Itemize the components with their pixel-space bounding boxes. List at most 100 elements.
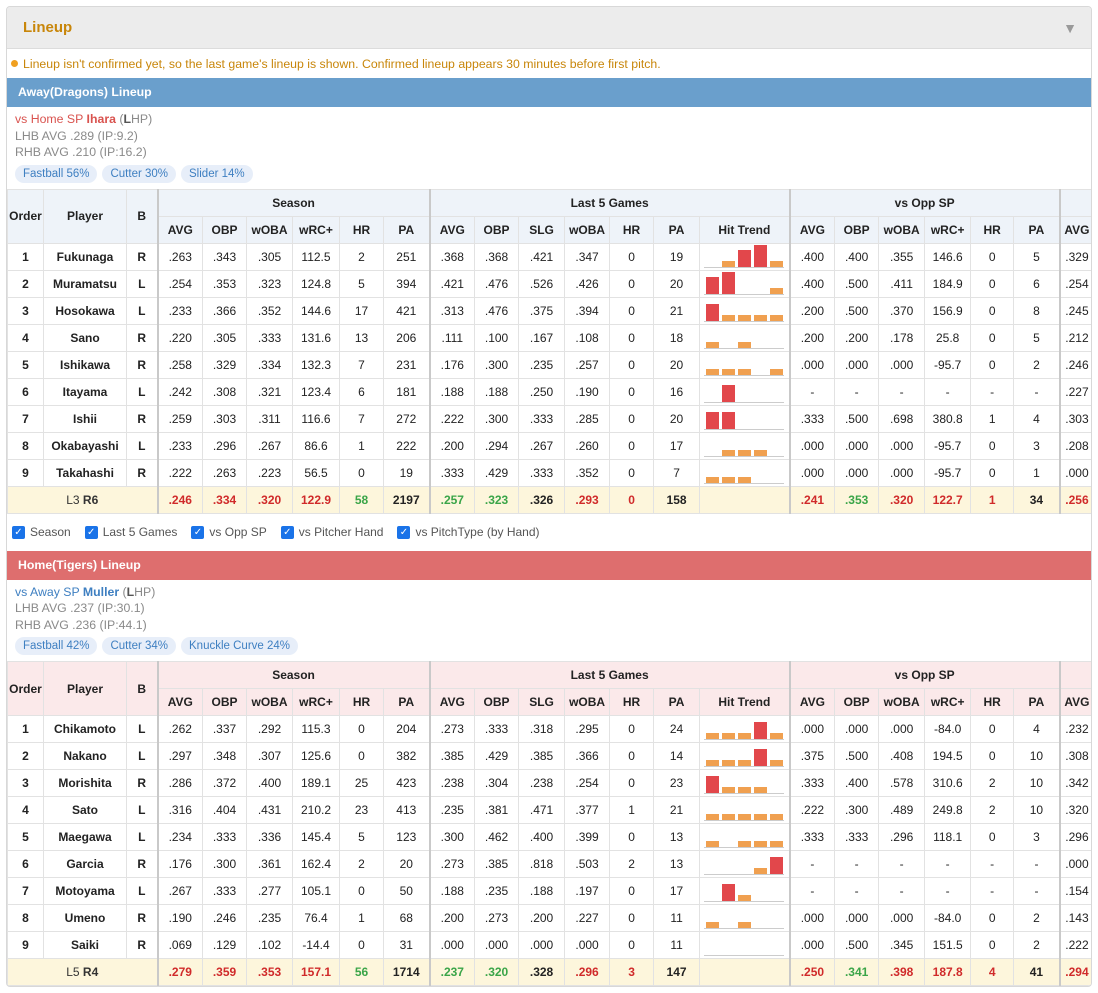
player-row[interactable]: 9 Takahashi R .222.263.223 56.5 0 19.333.429.3… xyxy=(7,458,1091,487)
col-header[interactable]: OBP xyxy=(474,215,520,244)
col-header[interactable]: Hit Trend xyxy=(699,215,791,244)
player-row[interactable]: 6 Garcia R .176.300.361 162.4 2 20.273.385.818… xyxy=(7,850,1091,878)
col-header[interactable]: wRC+ xyxy=(924,688,972,716)
player-name[interactable]: Motoyama xyxy=(43,877,127,905)
vs-opp-stat: 184.9 xyxy=(924,269,972,298)
collapse-chevron-icon[interactable]: ▼ xyxy=(1063,19,1077,36)
col-header[interactable]: wOBA xyxy=(564,215,611,244)
col-header[interactable]: AVG xyxy=(788,688,836,716)
col-header[interactable]: AVG xyxy=(428,215,476,244)
col-header[interactable]: PA xyxy=(382,215,431,244)
player-row[interactable]: 1 Fukunaga R .263.343.305 112.5 2 251.368.368.… xyxy=(7,242,1091,271)
player-row[interactable]: 4 Sato L .316.404.431 210.2 23 413.235.381.471… xyxy=(7,796,1091,824)
col-header[interactable]: HR xyxy=(970,215,1015,244)
player-name[interactable]: Sano xyxy=(43,323,127,352)
sum-season: 56 xyxy=(339,958,384,986)
col-header[interactable]: OBP xyxy=(474,688,520,716)
col-header[interactable]: AVG xyxy=(788,215,836,244)
panel-header[interactable]: Lineup ▼ xyxy=(7,7,1091,49)
col-header[interactable]: PA xyxy=(653,688,701,716)
player-row[interactable]: 3 Morishita R .286.372.400 189.1 25 423.238.30… xyxy=(7,769,1091,797)
col-header[interactable]: AVG xyxy=(428,688,476,716)
player-name[interactable]: Muramatsu xyxy=(43,269,127,298)
sp-name[interactable]: Muller xyxy=(82,584,120,599)
player-name[interactable]: Takahashi xyxy=(43,458,127,487)
col-header[interactable]: HR xyxy=(339,215,384,244)
col-header[interactable]: SLG xyxy=(518,688,566,716)
player-row[interactable]: 8 Umeno R .190.246.235 76.4 1 68.200.273.200.2… xyxy=(7,904,1091,932)
col-header[interactable]: wOBA xyxy=(878,688,926,716)
toggle-vs-pitcher-hand[interactable]: ✓ vs Pitcher Hand xyxy=(280,525,383,539)
col-header[interactable]: OBP xyxy=(834,215,880,244)
player-row[interactable]: 9 Saiki R .069.129.102 -14.4 0 31.000.000.000.… xyxy=(7,931,1091,959)
col-header[interactable]: AVG xyxy=(156,215,203,244)
col-header[interactable]: HR xyxy=(609,215,655,244)
col-header[interactable]: HR xyxy=(339,688,384,716)
player-row[interactable]: 5 Ishikawa R .258.329.334 132.3 7 231.176.300.… xyxy=(7,350,1091,379)
sum-trend xyxy=(699,485,791,514)
player-row[interactable]: 4 Sano R .220.305.333 131.6 13 206.111.100.167… xyxy=(7,323,1091,352)
toggle-last5[interactable]: ✓ Last 5 Games xyxy=(84,525,177,539)
col-header[interactable]: AVG xyxy=(1058,688,1091,716)
player-name[interactable]: Ishii xyxy=(43,404,127,433)
col-header[interactable]: wRC+ xyxy=(292,215,340,244)
checkbox-checked-icon[interactable]: ✓ xyxy=(397,525,411,539)
col-header[interactable]: HR xyxy=(970,688,1015,716)
player-name[interactable]: Nakano xyxy=(43,742,127,770)
col-header[interactable]: OBP xyxy=(202,688,247,716)
player-row[interactable]: 3 Hosokawa L .233.366.352 144.6 17 421.313.476… xyxy=(7,296,1091,325)
col-header[interactable]: SLG xyxy=(518,215,566,244)
trend-bar xyxy=(737,314,751,321)
player-name[interactable]: Garcia xyxy=(43,850,127,878)
toggle-vs-opp-sp[interactable]: ✓ vs Opp SP xyxy=(191,525,267,539)
player-name[interactable]: Umeno xyxy=(43,904,127,932)
checkbox-checked-icon[interactable]: ✓ xyxy=(12,525,25,539)
player-name[interactable]: Hosokawa xyxy=(43,296,127,325)
col-header[interactable]: HR xyxy=(609,688,655,716)
col-header[interactable]: Hit Trend xyxy=(699,688,791,716)
player-row[interactable]: 2 Muramatsu L .254.353.323 124.8 5 394.421.476… xyxy=(7,269,1091,298)
sp-name[interactable]: Ihara xyxy=(86,112,116,126)
col-header[interactable]: PA xyxy=(382,688,431,716)
player-name[interactable]: Itayama xyxy=(43,377,127,406)
toggle-season[interactable]: ✓ Season xyxy=(12,525,71,539)
col-header[interactable]: AVG xyxy=(1058,215,1091,244)
col-header[interactable]: PA xyxy=(1013,688,1061,716)
player-name[interactable]: Chikamoto xyxy=(43,715,127,743)
col-header[interactable]: wOBA xyxy=(878,215,926,244)
player-name[interactable]: Okabayashi xyxy=(43,431,127,460)
player-name[interactable]: Maegawa xyxy=(43,823,127,851)
player-row[interactable]: 6 Itayama L .242.308.321 123.4 6 181.188.188.2… xyxy=(7,377,1091,406)
vs-opp-stat: 249.8 xyxy=(924,796,972,824)
player-row[interactable]: 8 Okabayashi L .233.296.267 86.6 1 222.200.294… xyxy=(7,431,1091,460)
col-header[interactable]: wOBA xyxy=(246,688,293,716)
player-row[interactable]: 7 Ishii R .259.303.311 116.6 7 272.222.300.333… xyxy=(7,404,1091,433)
col-header[interactable]: wRC+ xyxy=(292,688,340,716)
player-row[interactable]: 2 Nakano L .297.348.307 125.6 0 382.385.429.38… xyxy=(7,742,1091,770)
player-name[interactable]: Saiki xyxy=(43,931,127,959)
checkbox-checked-icon[interactable]: ✓ xyxy=(191,525,205,539)
col-header[interactable]: wOBA xyxy=(564,688,611,716)
col-header[interactable]: PA xyxy=(1013,215,1061,244)
col-header[interactable]: PA xyxy=(653,215,701,244)
player-name[interactable]: Morishita xyxy=(43,769,127,797)
player-name[interactable]: Fukunaga xyxy=(43,242,127,271)
col-header[interactable]: AVG xyxy=(156,688,203,716)
player-name[interactable]: Sato xyxy=(43,796,127,824)
col-header[interactable]: wOBA xyxy=(246,215,293,244)
player-row[interactable]: 1 Chikamoto L .262.337.292 115.3 0 204.273.333… xyxy=(7,715,1091,743)
player-row[interactable]: 7 Motoyama L .267.333.277 105.1 0 50.188.235.1… xyxy=(7,877,1091,905)
col-header[interactable]: OBP xyxy=(202,215,247,244)
checkbox-checked-icon[interactable]: ✓ xyxy=(280,525,294,539)
vs-opp-stat: - xyxy=(1013,877,1061,905)
player-row[interactable]: 5 Maegawa L .234.333.336 145.4 5 123.300.462.4… xyxy=(7,823,1091,851)
season-stat: 1 xyxy=(339,431,384,460)
last5-stat: 20 xyxy=(653,404,701,433)
col-header[interactable]: wRC+ xyxy=(924,215,972,244)
col-order: Order xyxy=(7,661,44,716)
toggle-vs-pitchtype[interactable]: ✓ vs PitchType (by Hand) xyxy=(397,525,540,539)
checkbox-checked-icon[interactable]: ✓ xyxy=(84,525,98,539)
player-name[interactable]: Ishikawa xyxy=(43,350,127,379)
col-header[interactable]: OBP xyxy=(834,688,880,716)
right-count: R4 xyxy=(82,965,99,979)
